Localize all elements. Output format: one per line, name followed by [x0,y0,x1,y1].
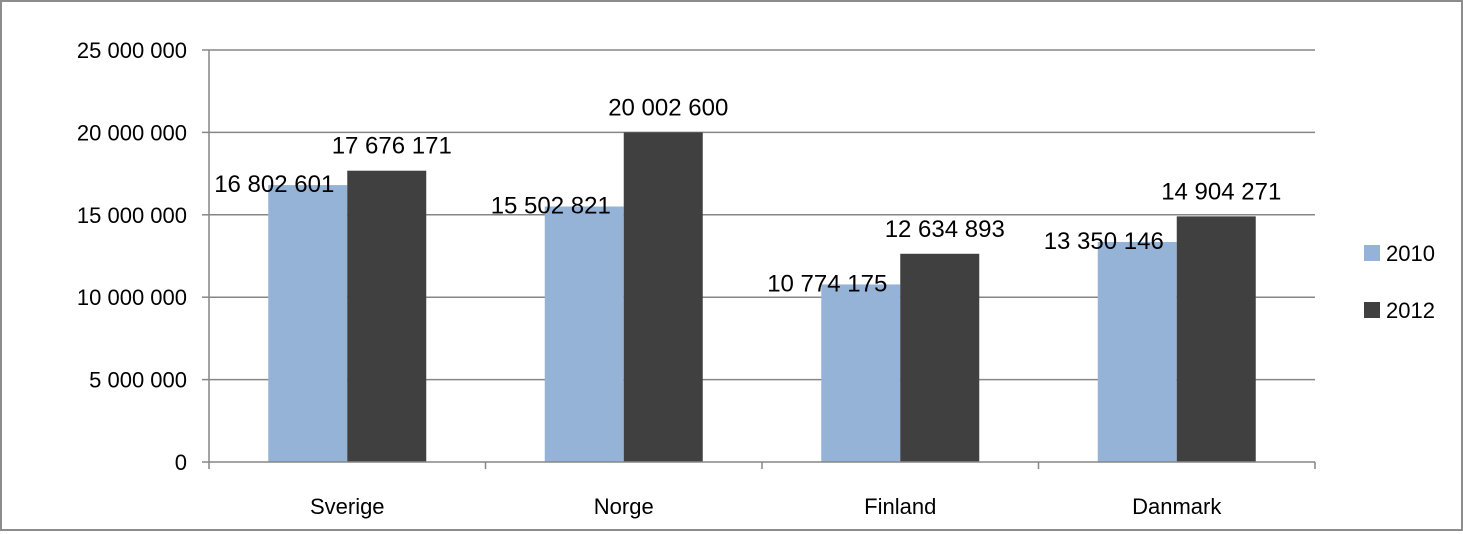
bars [268,132,1256,462]
y-tick-label: 25 000 000 [77,38,187,63]
y-tick-label: 0 [175,450,187,475]
data-label: 16 802 601 [214,171,334,198]
data-label: 10 774 175 [767,270,887,297]
legend-label: 2010 [1386,241,1435,266]
y-tick-label: 20 000 000 [77,120,187,145]
x-tick-label: Norge [594,494,654,519]
x-tick-label: Sverige [310,494,385,519]
bar-2012-finland [900,253,980,462]
legend-label: 2012 [1386,298,1435,323]
bar-2010-sverige [268,185,348,462]
data-label: 20 002 600 [608,94,728,121]
legend-swatch-2010 [1364,245,1380,261]
y-tick-label: 15 000 000 [77,203,187,228]
x-tick-label: Danmark [1132,494,1222,519]
y-tick-label: 10 000 000 [77,285,187,310]
data-labels: 16 802 601 17 676 171 15 502 821 20 002 600… [214,94,1281,297]
data-label: 14 904 271 [1161,178,1281,205]
y-tick-label: 5 000 000 [89,368,187,393]
data-label: 17 676 171 [332,133,452,160]
y-axis-tick-labels: 0 5 000 000 10 000 000 15 000 000 20 000 000… [77,38,187,475]
legend-swatch-2012 [1364,302,1380,318]
bar-2010-finland [821,284,901,462]
data-label: 15 502 821 [491,193,611,220]
x-axis [208,461,1316,469]
x-axis-tick-labels: Sverige Norge Finland Danmark [310,494,1222,519]
legend: 2010 2012 [1364,241,1435,323]
bar-2010-norge [544,206,624,462]
data-label: 13 350 146 [1044,228,1164,255]
bar-2012-norge [623,132,703,462]
x-tick-label: Finland [864,494,936,519]
bar-2012-sverige [347,170,427,462]
bar-2010-danmark [1097,241,1177,462]
bar-2012-danmark [1176,216,1256,462]
data-label: 12 634 893 [885,216,1005,243]
